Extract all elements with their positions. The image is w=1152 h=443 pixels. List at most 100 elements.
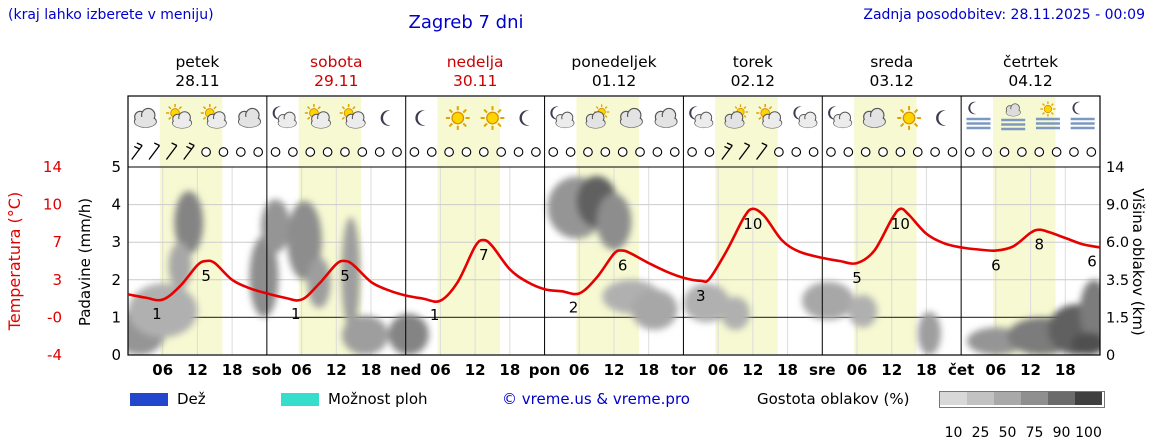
day-abbrev-label: pon <box>529 361 561 379</box>
cloud-density-scale-label: 10 <box>944 425 963 441</box>
day-name-label: sreda <box>870 53 913 71</box>
wind-barb-symbol <box>131 142 143 160</box>
wind-calm-symbol <box>565 147 576 157</box>
weather-icons-row <box>133 101 1095 131</box>
rain-legend-label: Dež <box>177 390 206 408</box>
weather-icon-moon <box>936 110 946 126</box>
wind-calm-symbol <box>652 147 663 157</box>
wind-calm-symbol <box>513 147 524 157</box>
wind-calm-symbol <box>374 147 385 157</box>
wind-calm-symbol <box>392 147 402 157</box>
wind-calm-symbol <box>1069 147 1079 157</box>
chart-frame <box>127 95 1101 356</box>
wind-calm-symbol <box>826 147 836 157</box>
cloud-density-label: Gostota oblakov (%) <box>757 390 910 408</box>
temperature-value-label: 5 <box>852 269 862 287</box>
weather-icon-cloud <box>133 107 157 128</box>
temperature-value-label: 3 <box>696 287 706 305</box>
wind-calm-symbol <box>669 147 680 157</box>
wind-barb-symbol <box>148 142 161 160</box>
day-name-label: sobota <box>310 53 362 71</box>
precip-tick-label: 2 <box>111 271 121 289</box>
wind-calm-symbol <box>930 147 940 157</box>
wind-calm-symbol <box>704 147 715 157</box>
day-date-label: 30.11 <box>453 72 497 90</box>
day-name-label: torek <box>733 53 773 71</box>
weather-icon-cloud <box>619 107 643 128</box>
cloud-density-scale-frame <box>939 391 1105 408</box>
site-credit-link[interactable]: © vreme.us & vreme.pro <box>502 390 690 408</box>
hour-tick-label: 12 <box>465 361 486 379</box>
wind-calm-symbol <box>305 147 316 157</box>
temperature-value-label: 1 <box>291 305 301 323</box>
wind-calm-symbol <box>461 147 472 157</box>
wind-calm-symbol <box>270 147 281 157</box>
wind-calm-symbol <box>253 147 264 157</box>
cloudheight-tick-label: 9.0 <box>1106 198 1129 214</box>
cloud-density-scale-label: 25 <box>971 425 990 441</box>
day-name-label: petek <box>175 53 219 71</box>
cloud-blob <box>388 313 429 355</box>
temp-tick-label: 14 <box>43 158 62 176</box>
cloudheight-tick-label: 3.5 <box>1106 273 1129 289</box>
wind-calm-symbol <box>617 147 628 157</box>
hour-tick-label: 12 <box>326 361 347 379</box>
day-date-label: 04.12 <box>1008 72 1052 90</box>
wind-calm-symbol <box>531 147 541 157</box>
weather-icon-cloud <box>238 107 261 128</box>
weather-icon-moon-cloud <box>689 106 714 129</box>
temperature-value-label: 8 <box>1034 236 1044 254</box>
temperature-value-label: 6 <box>991 257 1001 275</box>
cloud-density-scale-box <box>1021 392 1048 405</box>
precip-axis-title: Padavine (mm/h) <box>76 198 94 326</box>
weather-icon-sun-cloud <box>339 103 366 129</box>
hour-tick-label: 06 <box>708 361 729 379</box>
weather-icon-sun-cloud <box>756 103 783 129</box>
wind-calm-symbol <box>1086 147 1097 157</box>
temperature-value-label: 6 <box>618 257 628 275</box>
cloud-blob <box>168 242 192 290</box>
weather-icon-cloud-sun <box>724 104 749 129</box>
wind-calm-symbol <box>583 147 593 157</box>
temp-tick-label: 10 <box>43 196 62 214</box>
wind-calm-symbol <box>878 147 888 157</box>
weather-icon-moon <box>415 110 426 126</box>
location-hint: (kraj lahko izberete v meniju) <box>8 7 214 23</box>
hour-tick-label: 18 <box>499 361 520 379</box>
wind-calm-symbol <box>201 147 211 157</box>
cloud-blob <box>174 191 204 255</box>
weather-icon-sun-cloud <box>200 103 227 129</box>
daylight-bands <box>159 97 1056 354</box>
day-abbrev-label: ned <box>390 361 422 379</box>
wind-calm-symbol <box>322 147 333 157</box>
day-abbrev-label: sre <box>809 361 836 379</box>
cloud-blob <box>249 235 279 318</box>
cloud-density-scale-box <box>1075 392 1102 405</box>
weather-icon-sun-cloud <box>166 103 193 129</box>
wind-calm-symbol <box>444 147 454 157</box>
day-date-label: 01.12 <box>592 72 636 90</box>
cloudheight-tick-label: 6.0 <box>1106 235 1129 251</box>
wind-calm-symbol <box>843 147 854 157</box>
wind-calm-symbol <box>860 147 871 157</box>
weather-icon-moon-cloud <box>828 106 853 129</box>
hour-tick-label: 12 <box>1020 361 1041 379</box>
cloud-blob <box>683 283 730 323</box>
wind-calm-symbol <box>600 147 611 157</box>
rain-legend-swatch <box>130 393 168 406</box>
weather-icon-sun <box>897 106 921 130</box>
hour-tick-label: 06 <box>985 361 1006 379</box>
temp-tick-label: 3 <box>52 271 62 289</box>
weather-icon-sun <box>445 106 470 130</box>
wind-calm-symbol <box>1017 147 1027 157</box>
temperature-value-label: 1 <box>430 306 440 324</box>
cloudheight-tick-label: 1.5 <box>1106 310 1129 326</box>
daylight-band <box>437 97 501 354</box>
wind-calm-symbol <box>340 147 350 157</box>
hour-tick-label: 12 <box>604 361 625 379</box>
cloud-blob <box>341 217 361 330</box>
hour-tick-label: 06 <box>152 361 173 379</box>
cloud-density-scale-label: 50 <box>998 425 1017 441</box>
cloud-blob <box>848 294 878 328</box>
weather-icon-sun <box>480 106 505 130</box>
